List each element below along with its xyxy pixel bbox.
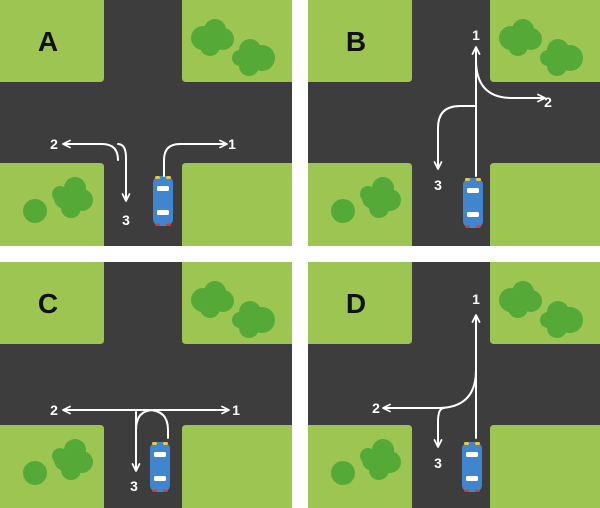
direction-label-3: 3: [434, 177, 442, 193]
grass-top-left: [308, 0, 412, 82]
bush-icon: [191, 281, 275, 338]
bush-icon: [499, 281, 583, 338]
grass-bottom-right: [490, 163, 600, 246]
car-top-view-icon: [462, 442, 482, 492]
direction-label-1: 1: [472, 291, 480, 307]
bush-icon: [331, 177, 401, 223]
direction-arrow-2: [475, 59, 546, 103]
direction-label-3: 3: [122, 212, 130, 228]
direction-label-3: 3: [130, 478, 138, 494]
direction-label-2: 2: [50, 136, 58, 152]
car-top-view-icon: [150, 442, 170, 492]
grass-bottom-right: [182, 425, 292, 508]
bush-icon: [23, 177, 93, 223]
panel-a: A 1 2 3: [0, 0, 292, 246]
direction-label-1: 1: [472, 27, 480, 43]
direction-arrow-3: [433, 407, 445, 448]
panel-letter: C: [38, 288, 58, 319]
direction-label-2: 2: [50, 402, 58, 418]
panel-c: C 1 2 3: [0, 262, 292, 508]
panel-letter: D: [346, 288, 366, 319]
grass-bottom-right: [490, 425, 600, 508]
direction-label-2: 2: [544, 94, 552, 110]
panel-d: D 1 2 3: [308, 262, 600, 508]
direction-arrow-2: [382, 369, 477, 413]
grass-top-left: [308, 262, 412, 344]
panel-b: B 1 2 3: [308, 0, 600, 246]
direction-arrow-1: [163, 139, 228, 177]
bush-icon: [499, 19, 583, 76]
grass-top-left: [0, 0, 104, 82]
bush-icon: [191, 19, 275, 76]
direction-arrow-3: [117, 143, 131, 202]
direction-label-1: 1: [228, 136, 236, 152]
grass-top-left: [0, 262, 104, 344]
direction-arrow-3: [433, 105, 477, 170]
direction-label-1: 1: [232, 402, 240, 418]
bush-icon: [23, 439, 93, 485]
grass-bottom-right: [182, 163, 292, 246]
direction-arrow-2: [62, 139, 119, 161]
bush-icon: [331, 439, 401, 485]
car-top-view-icon: [463, 178, 483, 228]
car-top-view-icon: [153, 176, 173, 226]
direction-label-2: 2: [372, 400, 380, 416]
panel-letter: A: [38, 26, 58, 57]
direction-label-3: 3: [434, 455, 442, 471]
panel-letter: B: [346, 26, 366, 57]
direction-arrow-2: [62, 405, 169, 439]
